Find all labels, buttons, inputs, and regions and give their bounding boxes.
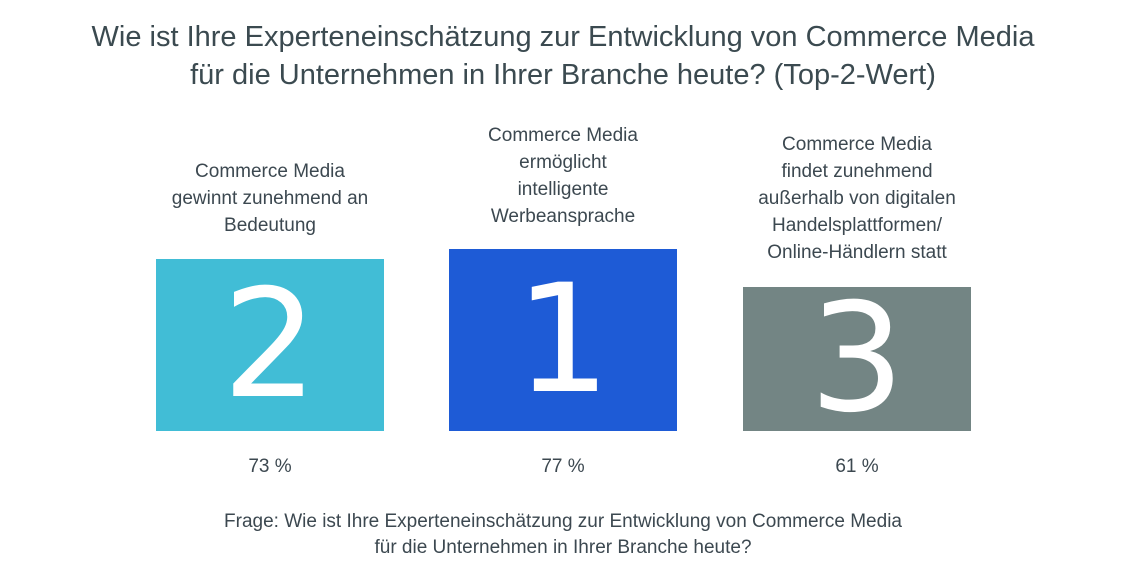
value-label: 73 % xyxy=(248,456,292,477)
question-footnote: Frage: Wie ist Ihre Experteneinschätzung… xyxy=(0,509,1126,561)
podium-block: 3 xyxy=(743,272,971,446)
chart-title-line-1: Wie ist Ihre Experteneinschätzung zur En… xyxy=(91,21,1035,53)
podium-block: 2 xyxy=(156,259,384,431)
chart-title: Wie ist Ihre Experteneinschätzung zur En… xyxy=(0,18,1126,94)
podium-label-line: gewinnt zunehmend an xyxy=(171,188,369,209)
podium-label-line: Werbeansprache xyxy=(490,206,636,227)
podium-label-line: Handelsplattformen/ xyxy=(771,215,943,236)
rank-number: 1 xyxy=(515,253,611,427)
podium-label-line: Commerce Media xyxy=(488,125,638,146)
podium-label-line: Bedeutung xyxy=(224,215,316,236)
podium-label-line: Commerce Media xyxy=(195,161,345,182)
podium-label-line: findet zunehmend xyxy=(781,161,933,182)
podium-column-rank-2: Commerce Media gewinnt zunehmend an Bede… xyxy=(156,0,384,562)
podium-label-line: intelligente xyxy=(517,179,609,200)
footnote-line-1: Frage: Wie ist Ihre Experteneinschätzung… xyxy=(224,511,902,532)
footnote-line-2: für die Unternehmen in Ihrer Branche heu… xyxy=(374,537,752,558)
chart-title-line-2: für die Unternehmen in Ihrer Branche heu… xyxy=(190,59,936,91)
podium-block: 1 xyxy=(449,249,677,431)
value-label: 77 % xyxy=(541,456,585,477)
podium-column-rank-3: Commerce Media findet zunehmend außerhal… xyxy=(743,0,971,562)
podium-label-line: Commerce Media xyxy=(782,134,932,155)
podium-label: Commerce Media gewinnt zunehmend an Bede… xyxy=(136,158,404,239)
podium-label: Commerce Media findet zunehmend außerhal… xyxy=(723,131,991,266)
value-label: 61 % xyxy=(835,456,879,477)
podium-label: Commerce Media ermöglicht intelligente W… xyxy=(429,122,697,230)
podium-label-line: außerhalb von digitalen xyxy=(758,188,956,209)
podium-label-line: ermöglicht xyxy=(519,152,607,173)
rank-number: 3 xyxy=(809,272,905,446)
podium-label-line: Online-Händlern statt xyxy=(767,242,947,263)
podium-column-rank-1: Commerce Media ermöglicht intelligente W… xyxy=(449,0,677,562)
rank-number: 2 xyxy=(222,258,318,432)
